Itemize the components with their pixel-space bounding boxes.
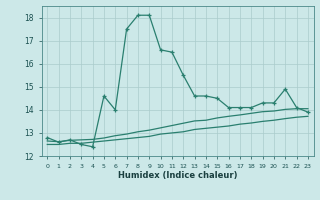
X-axis label: Humidex (Indice chaleur): Humidex (Indice chaleur): [118, 171, 237, 180]
